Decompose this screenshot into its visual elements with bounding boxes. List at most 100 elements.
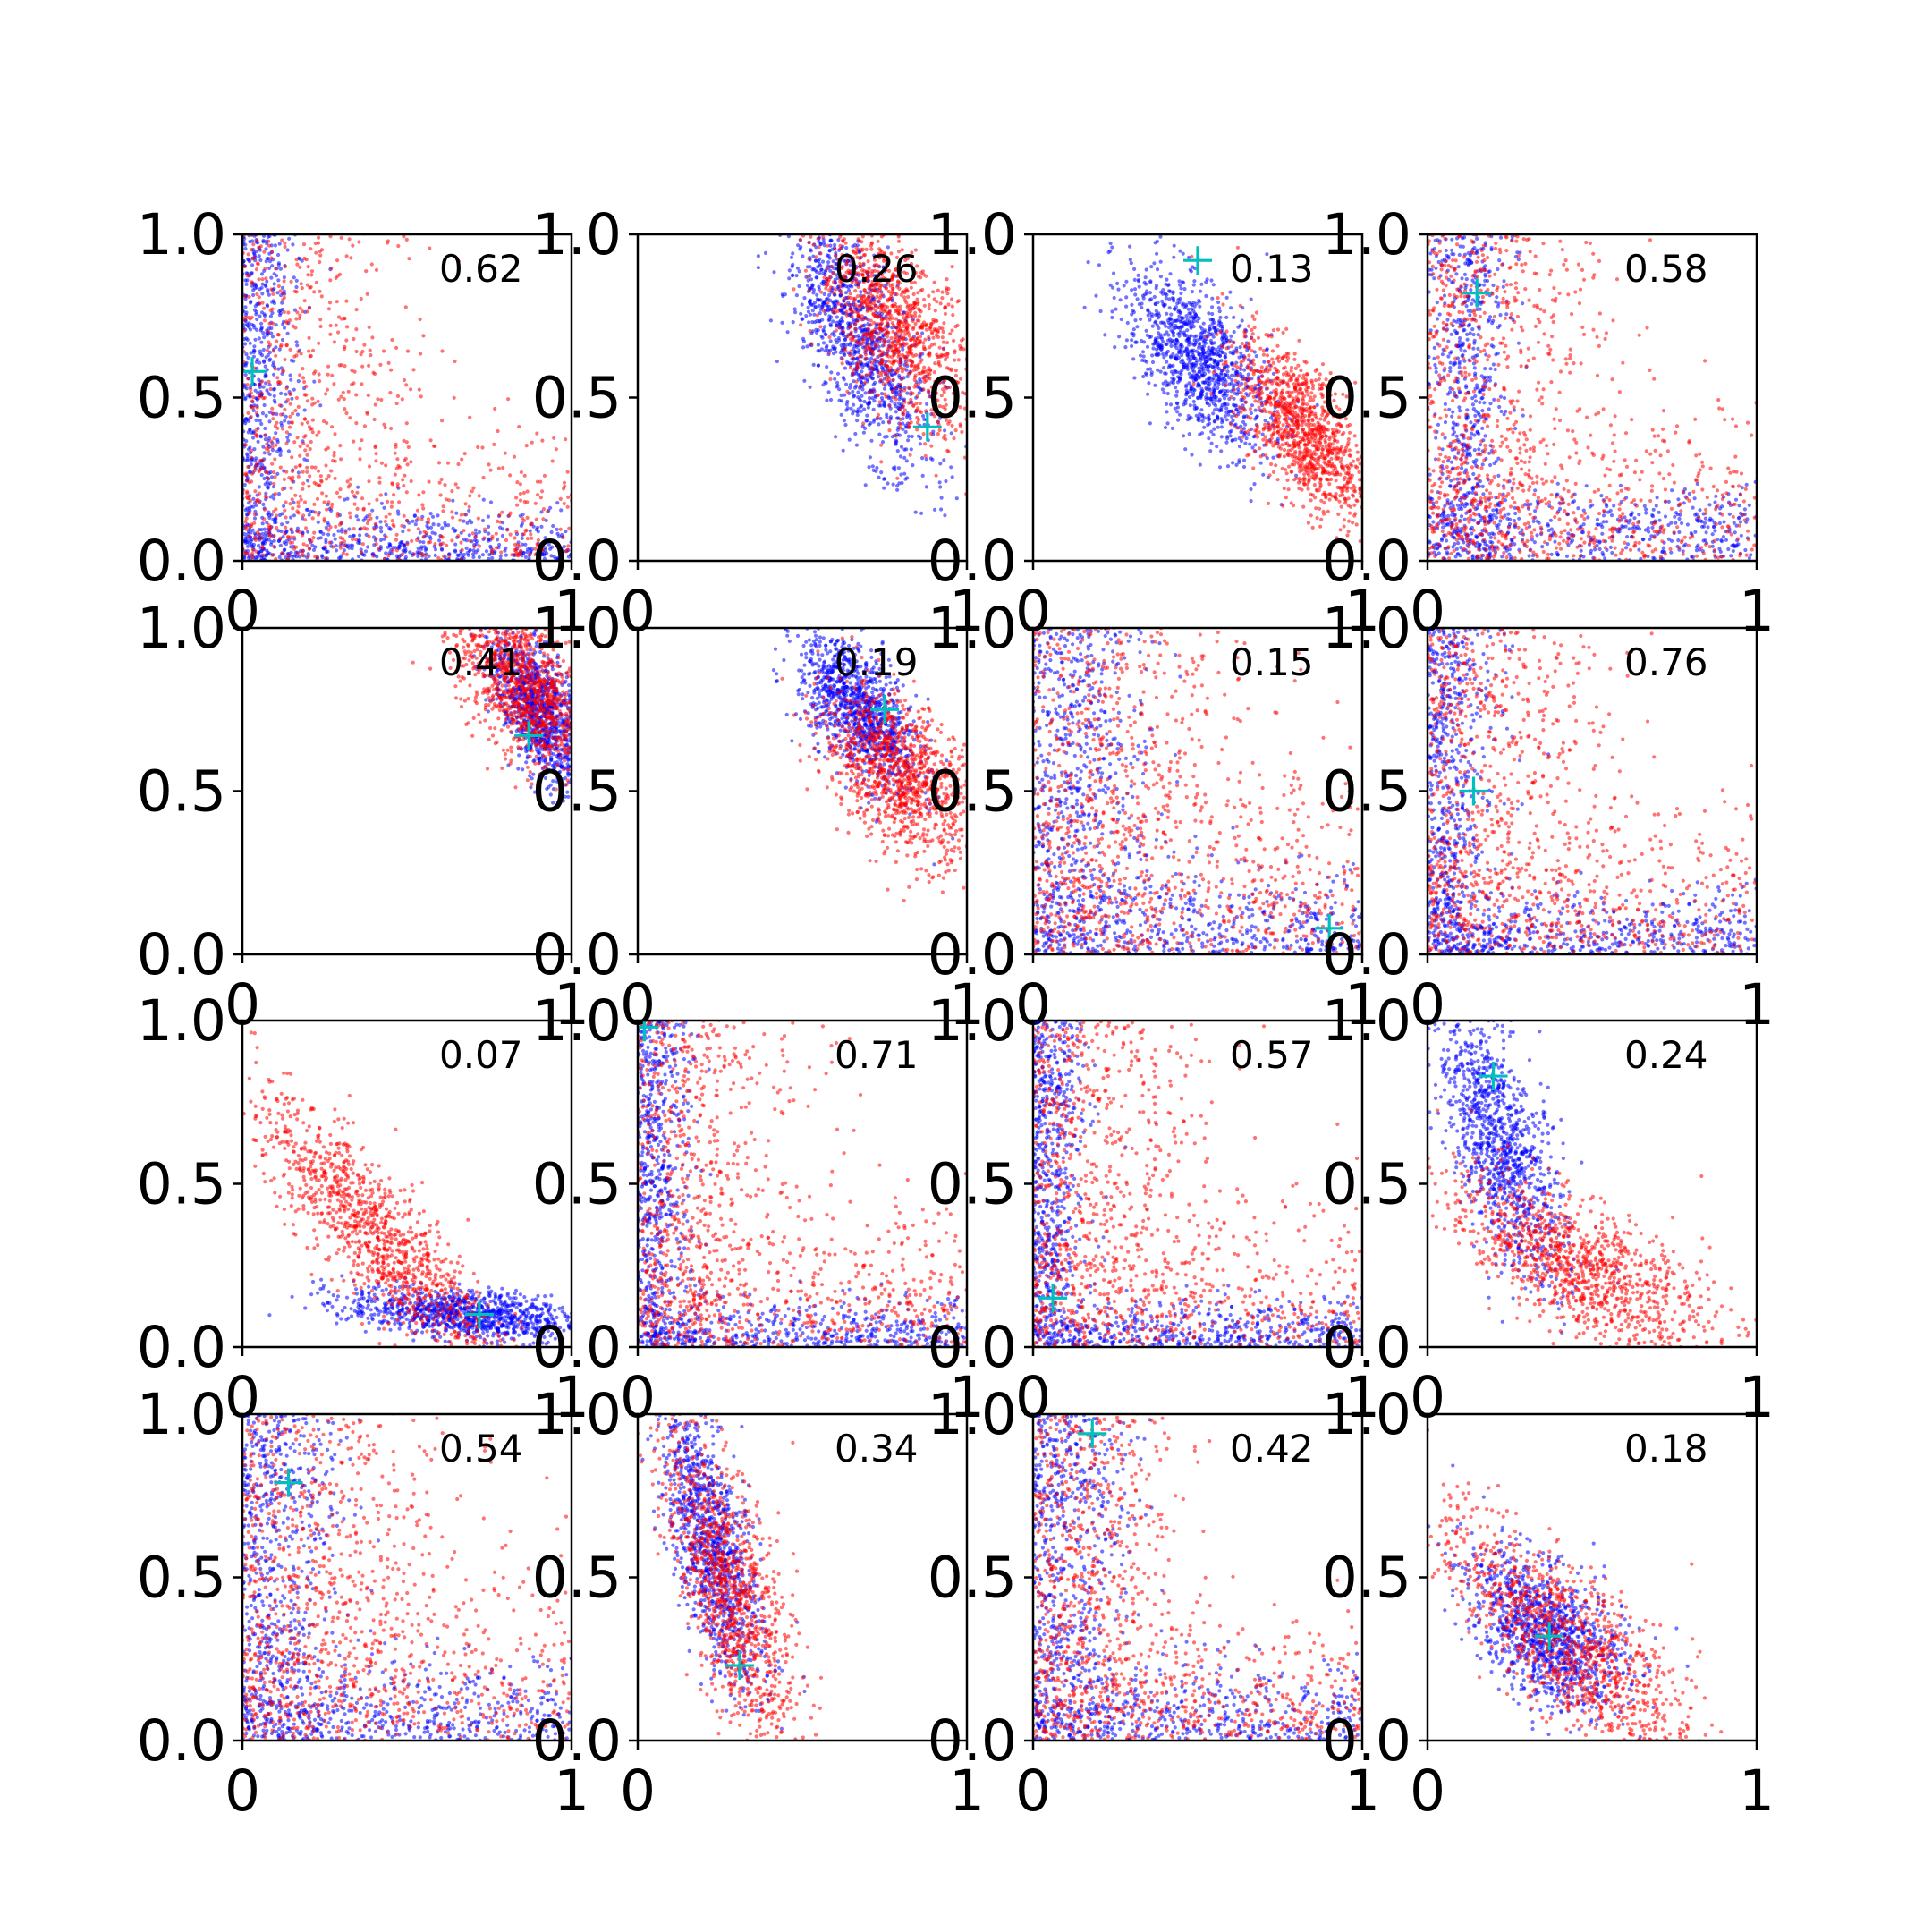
red-point [247,511,251,515]
red-point [246,252,250,257]
blue-point [1162,366,1166,370]
blue-point [275,291,280,295]
red-point [870,279,875,284]
red-point [897,281,902,285]
blue-point [756,254,761,258]
blue-point [1211,335,1216,339]
blue-point [260,353,265,358]
red-point [915,420,920,425]
red-point [287,318,292,323]
blue-point [835,341,839,345]
red-point [384,535,388,539]
blue-point [1171,291,1175,295]
red-point [267,523,271,528]
red-point [943,433,947,437]
blue-point [255,358,259,362]
red-point [352,502,357,506]
blue-point [808,385,812,389]
red-point [867,270,871,275]
blue-point [465,521,470,525]
blue-point [1209,341,1214,345]
red-point [876,412,881,417]
blue-point [245,324,250,328]
red-point [294,258,299,262]
red-point [318,318,323,322]
red-point [335,300,339,304]
blue-point [544,518,548,523]
blue-point [343,497,347,502]
blue-point [263,372,267,377]
blue-point [257,543,261,548]
red-point [358,457,362,462]
blue-point [816,343,821,347]
red-point [299,282,303,286]
blue-point [356,518,360,522]
blue-point [1188,403,1192,408]
red-point [922,365,927,369]
blue-point [459,530,463,535]
blue-point [1168,272,1173,276]
blue-point [282,504,286,509]
red-point [255,434,259,438]
red-point [280,487,285,492]
blue-point [878,416,883,421]
blue-point [1189,358,1193,362]
blue-point [1185,318,1190,322]
blue-point [1200,419,1205,423]
blue-point [800,317,804,321]
blue-point [277,242,282,246]
red-point [243,524,248,530]
blue-point [1155,251,1159,256]
red-point [306,273,310,277]
blue-point [549,554,554,558]
red-point [305,465,309,470]
blue-point [1182,287,1187,292]
red-point [263,267,267,271]
blue-point [861,306,866,310]
blue-point [834,273,838,277]
blue-point [1214,347,1218,352]
red-point [347,511,352,515]
red-point [482,536,487,540]
blue-point [243,305,248,309]
red-point [932,297,936,301]
red-point [246,464,250,470]
red-point [919,352,923,356]
blue-point [950,475,954,479]
blue-point [880,440,886,445]
red-point [530,536,534,540]
blue-point [284,414,288,419]
red-point [852,368,856,373]
red-point [421,506,426,511]
red-point [338,487,343,492]
red-point [936,354,941,359]
blue-point [279,529,284,534]
blue-point [393,546,398,550]
red-point [296,404,301,409]
red-point [929,444,934,448]
red-point [818,325,823,329]
red-point [263,494,267,499]
red-point [296,504,301,509]
blue-point [268,314,273,318]
blue-point [289,377,293,382]
red-point [858,384,862,388]
blue-point [340,530,344,534]
red-point [841,239,845,243]
red-point [953,402,958,406]
blue-point [863,391,868,395]
red-point [250,522,254,527]
blue-point [548,505,553,510]
red-point [312,502,317,507]
red-point [365,521,370,526]
blue-point [1209,429,1214,434]
red-point [950,328,954,333]
red-point [872,320,877,325]
blue-point [554,556,558,561]
blue-point [292,387,296,392]
blue-point [555,527,559,531]
red-point [928,431,933,436]
red-point [334,323,338,327]
red-point [246,411,250,415]
red-point [546,509,550,514]
